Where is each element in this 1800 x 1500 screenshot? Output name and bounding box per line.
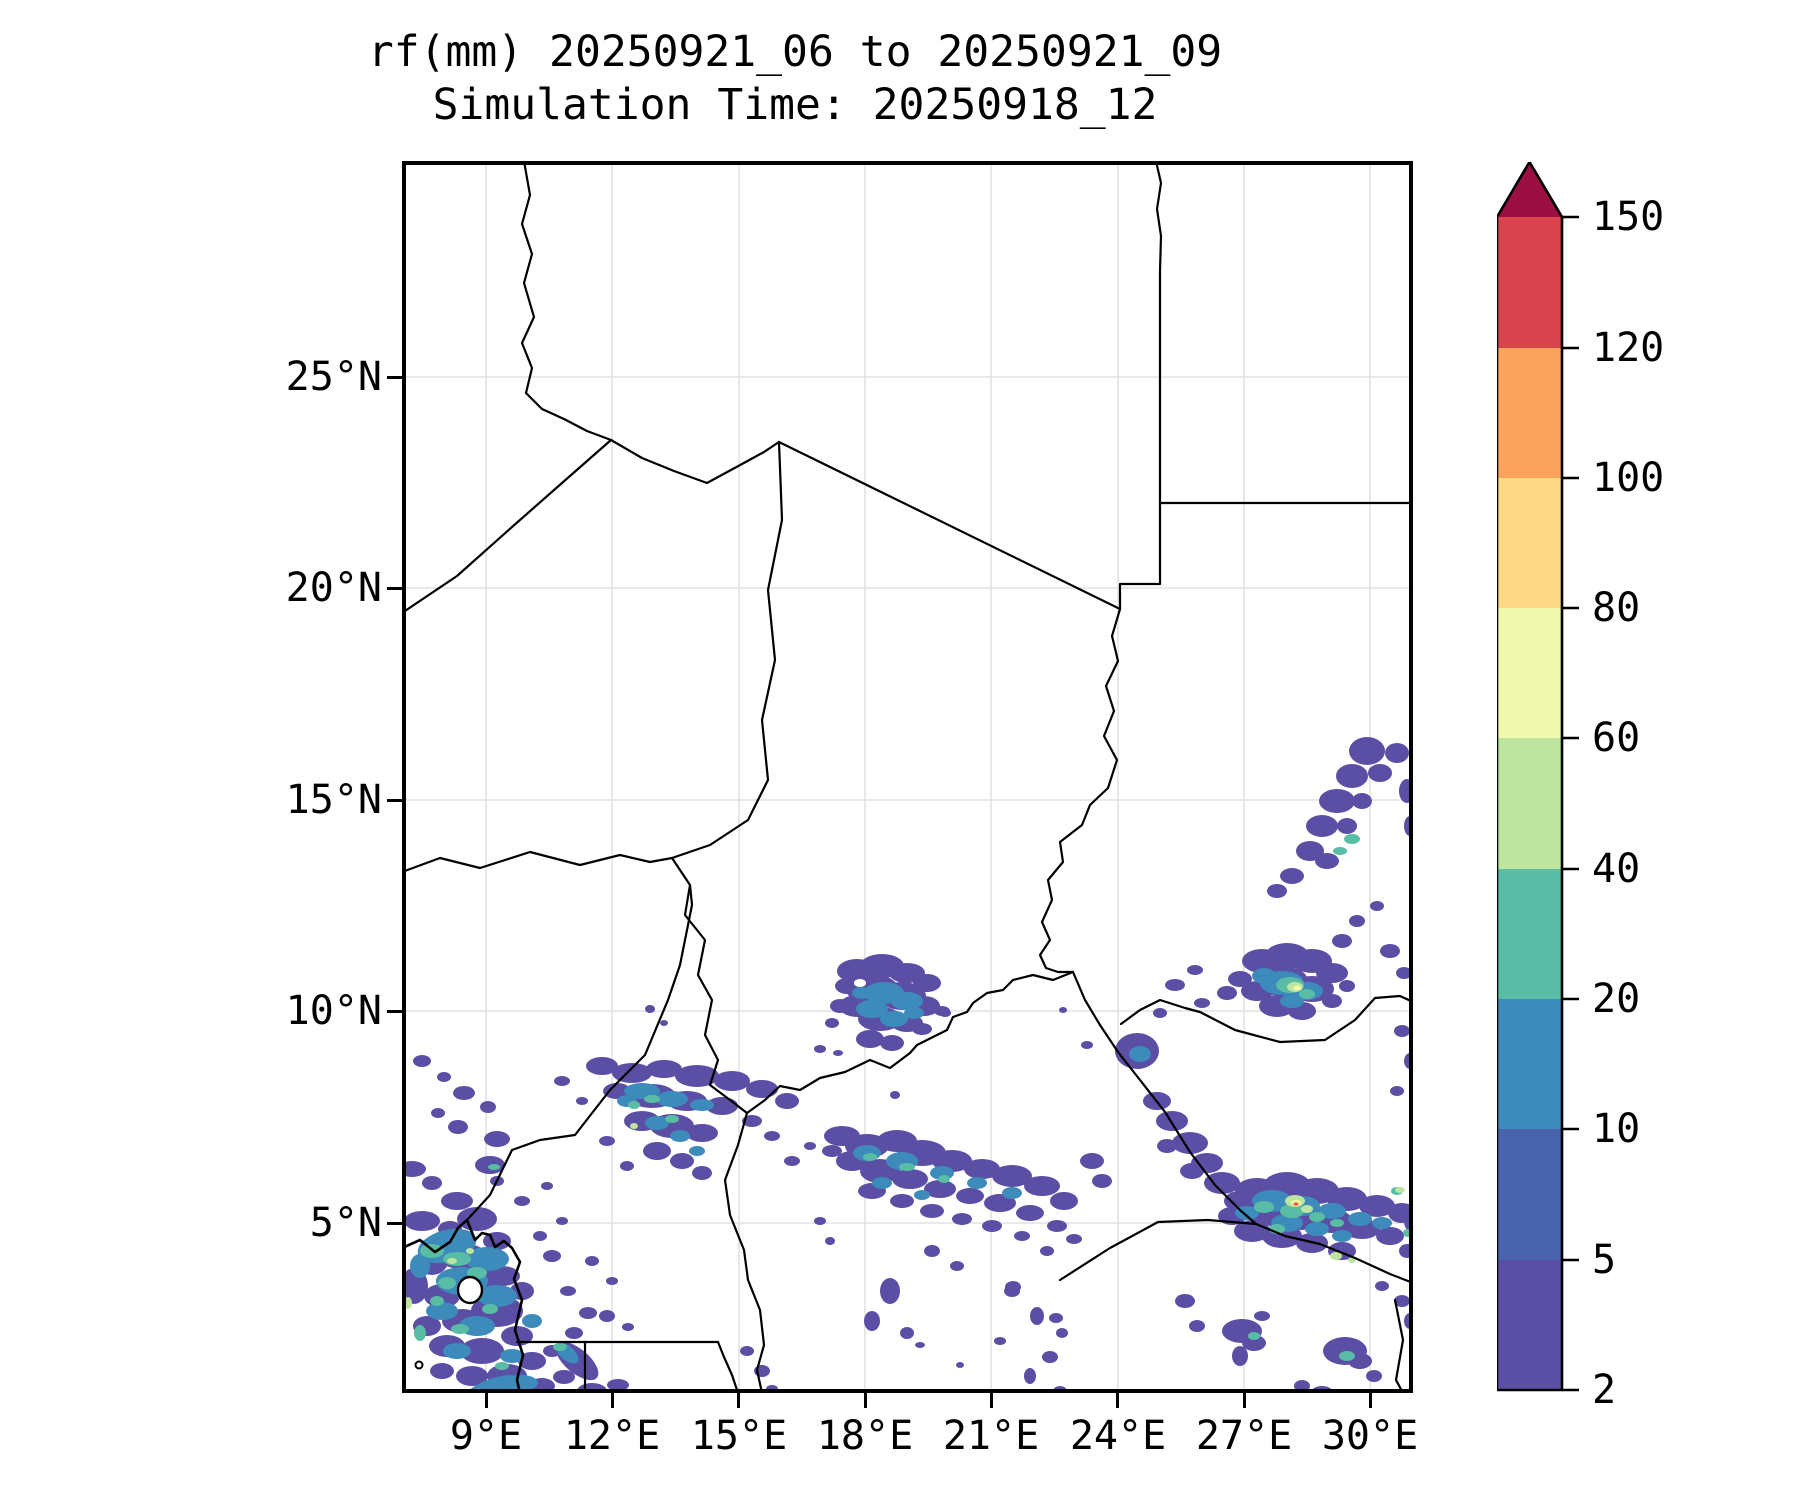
plot-frame [402, 161, 1413, 1393]
map-plot [402, 161, 1413, 1393]
x-tick-label-30e: 30°E [1321, 1413, 1419, 1459]
x-tick-label-27e: 27°E [1195, 1413, 1293, 1459]
colorbar-label-5: 5 [1592, 1237, 1617, 1283]
border-chad-libya [777, 440, 1122, 611]
x-tick-30e [1369, 1393, 1372, 1408]
y-tick-15n [387, 799, 402, 802]
y-tick-25n [387, 376, 402, 379]
rain-cluster-south-sudan [1059, 1007, 1413, 1393]
colorbar-label-40: 40 [1592, 846, 1641, 892]
rain-cluster-sw-chad [554, 1005, 816, 1180]
colorbar-label-60: 60 [1592, 715, 1641, 761]
bioko-island [456, 1275, 484, 1305]
rain-cluster-car-band [740, 1126, 1112, 1393]
colorbar-label-2: 2 [1592, 1367, 1617, 1413]
border-algeria-libya [520, 161, 613, 442]
x-tick-label-21e: 21°E [942, 1413, 1040, 1459]
border-niger-nigeria [402, 850, 674, 874]
title-line-1: rf(mm) 20250921_06 to 20250921_09 [367, 27, 1223, 77]
colorbar-label-120: 120 [1592, 325, 1665, 371]
border-chad-sudan [1038, 607, 1122, 974]
x-tick-label-12e: 12°E [563, 1413, 661, 1459]
colorbar-label-80: 80 [1592, 585, 1641, 631]
border-libya-egypt [1154, 161, 1163, 505]
x-tick-24e [1116, 1393, 1119, 1408]
y-tick-label-25n: 25°N [285, 354, 382, 400]
country-borders [402, 161, 1413, 1393]
rain-cluster-ne-sudan [1153, 737, 1413, 1096]
colorbar-outline [1495, 159, 1564, 1392]
colorbar-label-20: 20 [1592, 976, 1641, 1022]
y-tick-5n [387, 1222, 402, 1225]
colorbar-label-100: 100 [1592, 455, 1665, 501]
y-tick-label-15n: 15°N [285, 777, 382, 823]
x-tick-label-9e: 9°E [449, 1413, 523, 1459]
y-tick-label-5n: 5°N [309, 1200, 382, 1246]
border-car-chad [745, 970, 1075, 1115]
border-nigeria-cameroon [465, 883, 694, 1222]
border-niger-libya [609, 438, 781, 485]
colorbar-label-150: 150 [1592, 194, 1665, 240]
x-tick-27e [1243, 1393, 1246, 1408]
x-tick-15e [737, 1393, 740, 1408]
border-car-southsudan [1071, 970, 1413, 1285]
colorbar [1495, 159, 1597, 1392]
y-tick-label-10n: 10°N [285, 988, 382, 1034]
border-cameroon-car [723, 1111, 766, 1393]
x-tick-12e [611, 1393, 614, 1408]
border-niger-algeria [402, 438, 613, 615]
map-svg [402, 161, 1413, 1393]
colorbar-svg [1495, 159, 1579, 1392]
x-tick-9e [485, 1393, 488, 1408]
x-tick-label-18e: 18°E [816, 1413, 914, 1459]
title-line-2: Simulation Time: 20250918_12 [432, 80, 1158, 130]
rain-cluster-south-chad [814, 954, 951, 1099]
colorbar-label-10: 10 [1592, 1106, 1641, 1152]
border-southsudan-uganda [1393, 1298, 1405, 1393]
rain-cluster-cameroon-coast [402, 1055, 634, 1393]
y-tick-label-20n: 20°N [285, 565, 382, 611]
border-sudan-southsudan [1119, 994, 1413, 1044]
principe-islet [414, 1360, 424, 1370]
border-niger-chad [670, 440, 784, 860]
y-tick-20n [387, 587, 402, 590]
x-tick-label-24e: 24°E [1069, 1413, 1167, 1459]
y-tick-10n [387, 1010, 402, 1013]
x-tick-label-15e: 15°E [690, 1413, 788, 1459]
border-libya-sudan-step [1118, 501, 1162, 611]
colorbar-over-arrow [1497, 162, 1562, 217]
border-cameroon-congo [716, 1340, 740, 1393]
x-tick-21e [990, 1393, 993, 1408]
plot-title: rf(mm) 20250921_06 to 20250921_09 Simula… [150, 26, 1440, 132]
coastline-gulf-of-guinea [402, 1218, 525, 1393]
x-tick-18e [864, 1393, 867, 1408]
border-chad-west [670, 856, 749, 1115]
border-car-drc [1058, 1218, 1258, 1282]
